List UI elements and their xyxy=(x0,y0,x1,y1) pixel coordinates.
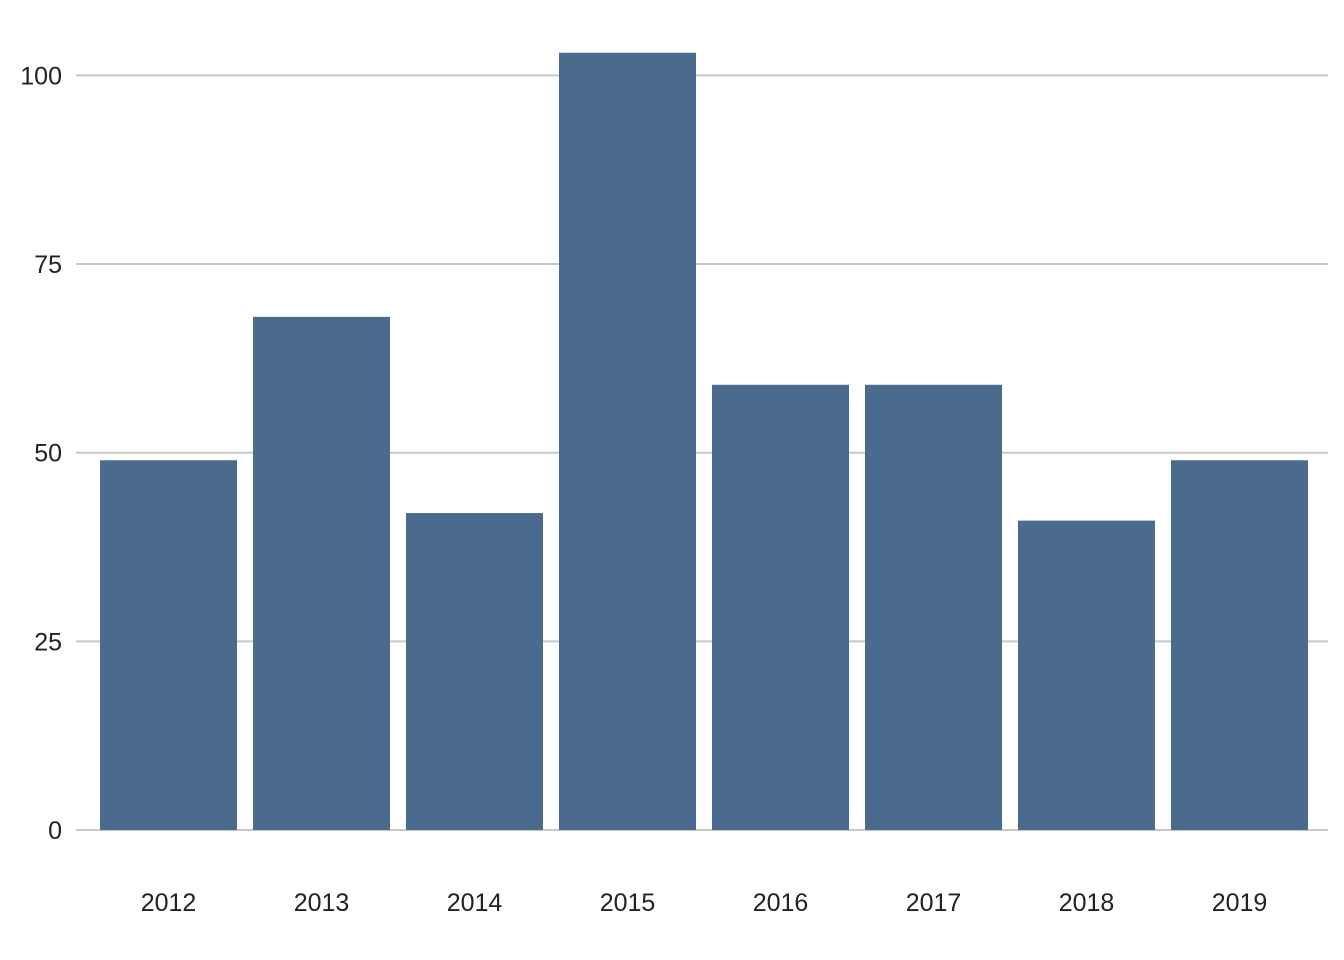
x-tick-label-2014: 2014 xyxy=(447,889,503,917)
bar-2014 xyxy=(406,513,543,830)
x-tick-label-2018: 2018 xyxy=(1059,889,1115,917)
x-tick-label-2017: 2017 xyxy=(906,889,962,917)
bar-2017 xyxy=(865,384,1002,830)
x-axis-ticks: 2012 2013 2014 2015 2016 2017 2018 2019 xyxy=(141,889,1268,917)
bar-2012 xyxy=(100,460,237,830)
bar-2016 xyxy=(712,384,849,830)
y-tick-label: 50 xyxy=(34,440,62,468)
x-tick-label-2012: 2012 xyxy=(141,889,197,917)
y-tick-label: 100 xyxy=(20,62,62,90)
y-tick-label: 0 xyxy=(48,817,62,845)
bar-2013 xyxy=(253,316,390,830)
y-tick-label: 25 xyxy=(34,628,62,656)
x-tick-label-2016: 2016 xyxy=(753,889,809,917)
y-tick-label: 75 xyxy=(34,251,62,279)
bar-2015 xyxy=(559,52,696,830)
x-tick-label-2013: 2013 xyxy=(294,889,350,917)
bar-2019 xyxy=(1171,460,1308,830)
bars xyxy=(100,52,1308,830)
x-tick-label-2015: 2015 xyxy=(600,889,656,917)
y-axis-ticks: 0 25 50 75 100 xyxy=(20,62,62,845)
x-tick-label-2019: 2019 xyxy=(1212,889,1268,917)
bar-2018 xyxy=(1018,520,1155,830)
